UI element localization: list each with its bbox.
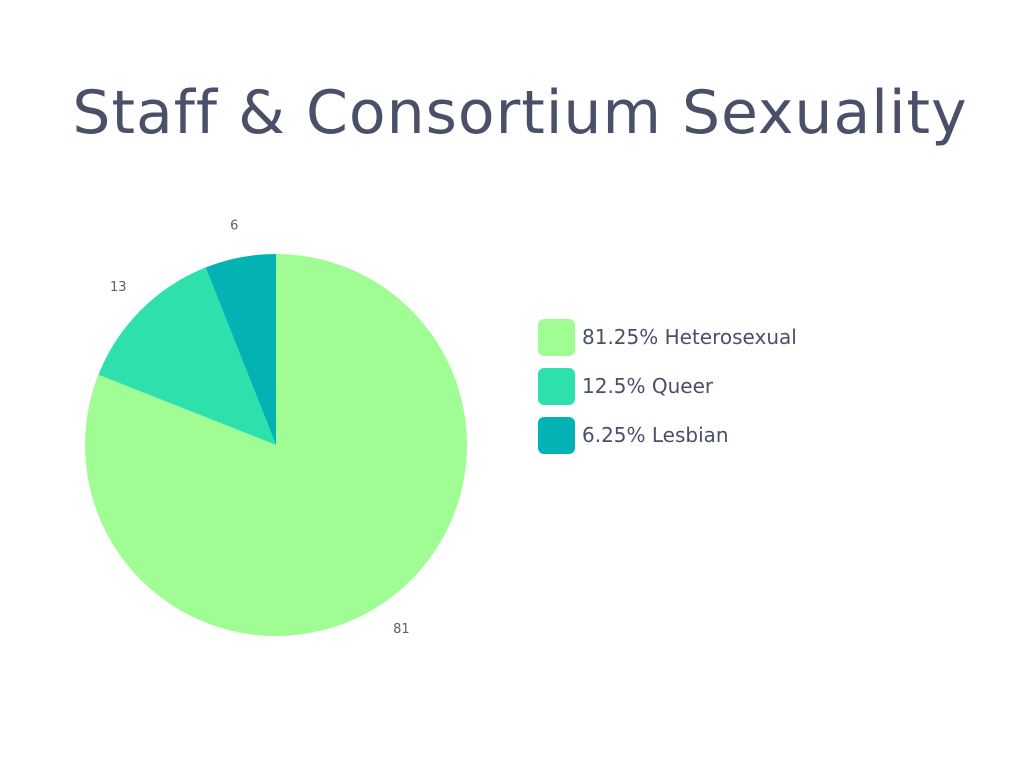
pie-slice-1 xyxy=(98,267,276,445)
pie-slices xyxy=(84,254,468,636)
legend-item-heterosexual: 81.25% Heterosexual xyxy=(538,318,797,356)
legend-swatch-queer xyxy=(538,367,575,405)
legend-item-queer: 12.5% Queer xyxy=(538,367,797,405)
legend-label-heterosexual: 81.25% Heterosexual xyxy=(582,325,797,349)
pie-data-label-1: 13 xyxy=(110,280,127,295)
pie-slice-2 xyxy=(205,254,276,445)
legend-swatch-heterosexual xyxy=(538,318,575,356)
legend-swatch-lesbian xyxy=(538,416,575,454)
chart-title: Staff & Consortium Sexuality xyxy=(72,78,968,148)
legend-item-lesbian: 6.25% Lesbian xyxy=(538,416,797,454)
legend-label-queer: 12.5% Queer xyxy=(582,374,714,398)
legend: 81.25% Heterosexual 12.5% Queer 6.25% Le… xyxy=(538,318,797,465)
pie-data-label-0: 81 xyxy=(393,622,410,637)
pie-data-labels: 81 13 6 xyxy=(110,218,410,636)
pie-data-label-2: 6 xyxy=(230,218,238,233)
legend-label-lesbian: 6.25% Lesbian xyxy=(582,423,729,447)
